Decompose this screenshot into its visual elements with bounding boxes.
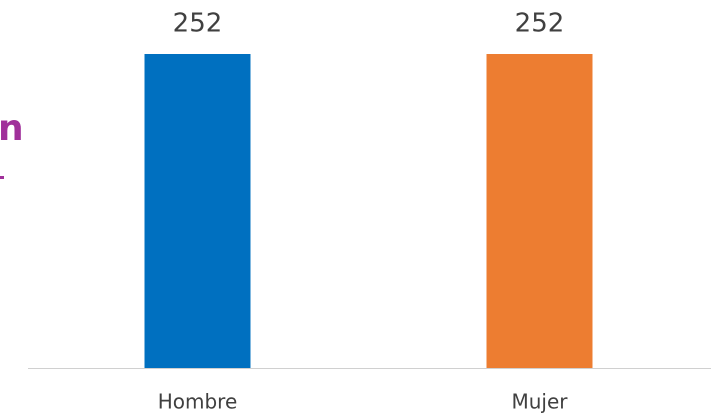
bar [144,54,251,368]
annotation: n [0,108,24,149]
bar [486,54,593,368]
annotation-dash [0,176,4,179]
x-tick-label: Hombre [158,390,238,414]
value-label: 252 [515,9,565,39]
x-tick-label: Mujer [511,390,568,414]
value-label: 252 [173,9,223,39]
